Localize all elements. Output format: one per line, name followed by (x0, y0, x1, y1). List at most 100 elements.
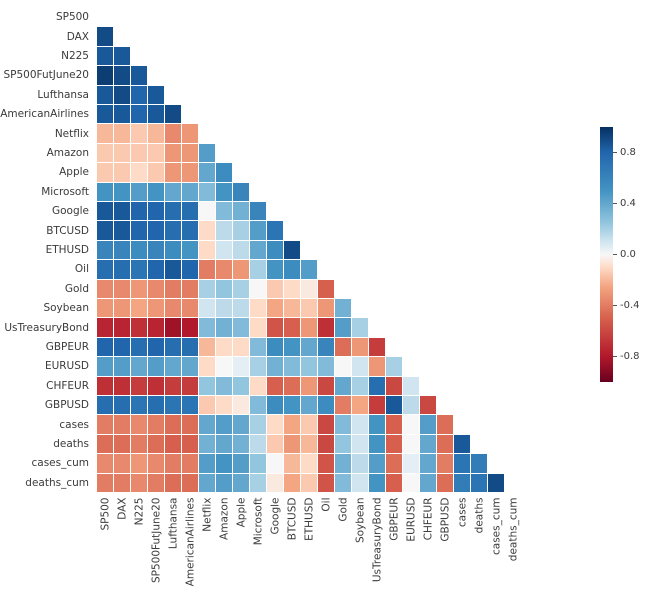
colorbar-gradient (600, 127, 613, 382)
heatmap-cell (114, 279, 130, 298)
heatmap-cell (301, 337, 317, 357)
y-tick-label: Oil (74, 263, 89, 276)
colorbar-tick-mark (613, 203, 617, 204)
heatmap-cell (318, 299, 334, 318)
heatmap-cell (114, 105, 130, 124)
heatmap-cell (267, 415, 283, 434)
heatmap-cell (182, 357, 198, 376)
heatmap-cell (148, 143, 164, 163)
heatmap-cell (165, 202, 181, 221)
heatmap-cell (335, 396, 351, 415)
heatmap-cell (284, 357, 300, 376)
x-tick-label: GBPUSD (439, 497, 451, 542)
heatmap-cell (199, 260, 215, 279)
y-tick-label: GBPUSD (44, 399, 89, 412)
heatmap-cell (335, 337, 351, 357)
heatmap-cell (284, 337, 300, 357)
heatmap-cell (301, 434, 317, 454)
heatmap-cell (182, 415, 198, 434)
heatmap-cell (267, 337, 283, 357)
heatmap-cell (233, 415, 249, 434)
heatmap-cell (199, 182, 215, 201)
y-tick-label: Netflix (54, 127, 89, 140)
heatmap-cell (250, 454, 266, 473)
heatmap-cell (114, 337, 130, 357)
heatmap-cell (301, 318, 317, 337)
heatmap-cell (182, 318, 198, 337)
heatmap-cell (182, 434, 198, 454)
heatmap-cell (131, 396, 147, 415)
heatmap-cell (182, 454, 198, 473)
heatmap-cell (148, 473, 164, 492)
heatmap-cell (199, 357, 215, 376)
heatmap-cell (335, 473, 351, 492)
heatmap-cell (182, 143, 198, 163)
heatmap-cell (250, 279, 266, 298)
heatmap-cell (284, 376, 300, 395)
heatmap-cell (199, 376, 215, 395)
heatmap-cell (182, 221, 198, 240)
heatmap-cell (369, 357, 385, 376)
x-tick-label: deaths (473, 497, 485, 533)
heatmap-cell (454, 454, 470, 473)
heatmap-cell (165, 143, 181, 163)
heatmap-cell (233, 182, 249, 201)
heatmap-cell (352, 337, 368, 357)
colorbar-tick-label: 0.8 (620, 146, 636, 158)
heatmap-cell (471, 473, 487, 492)
heatmap-cell (267, 279, 283, 298)
heatmap-cell (284, 318, 300, 337)
heatmap-cell (165, 415, 181, 434)
heatmap-cell (114, 66, 130, 85)
heatmap-cell (131, 260, 147, 279)
heatmap-cell (403, 376, 419, 395)
heatmap-cell (148, 376, 164, 395)
heatmap-cell (97, 415, 113, 434)
heatmap-cell (97, 434, 113, 454)
heatmap-cell (199, 473, 215, 492)
heatmap-cell (250, 473, 266, 492)
heatmap-cell (284, 279, 300, 298)
heatmap-cell (114, 376, 130, 395)
colorbar-tick-label: -0.4 (620, 299, 640, 311)
y-tick-label: Microsoft (41, 185, 89, 198)
heatmap-cell (131, 66, 147, 85)
heatmap-cell (165, 105, 181, 124)
heatmap-cell (437, 415, 453, 434)
heatmap-cell (335, 299, 351, 318)
heatmap-cell (301, 415, 317, 434)
heatmap-cell (335, 454, 351, 473)
x-tick-label: CHFEUR (422, 497, 434, 540)
heatmap-cell (165, 396, 181, 415)
heatmap-cell (165, 240, 181, 260)
heatmap-cell (216, 454, 232, 473)
heatmap-cell (369, 376, 385, 395)
heatmap-cell (250, 434, 266, 454)
heatmap-cell (250, 376, 266, 395)
heatmap-cell (233, 396, 249, 415)
heatmap-cell (165, 182, 181, 201)
heatmap-cell (216, 396, 232, 415)
heatmap-cell (420, 396, 436, 415)
heatmap-cell (148, 260, 164, 279)
heatmap-cell (148, 299, 164, 318)
heatmap-cell (114, 454, 130, 473)
heatmap-cell (182, 124, 198, 143)
heatmap-cell (165, 260, 181, 279)
heatmap-cell (267, 299, 283, 318)
heatmap-cell (131, 318, 147, 337)
heatmap-cell (369, 473, 385, 492)
heatmap-cell (301, 473, 317, 492)
heatmap-cell (216, 318, 232, 337)
heatmap-cell (233, 434, 249, 454)
heatmap-cell (386, 376, 402, 395)
heatmap-cell (114, 85, 130, 104)
heatmap-cell (403, 454, 419, 473)
heatmap-cell (352, 357, 368, 376)
heatmap-cell (148, 182, 164, 201)
heatmap-cell (216, 434, 232, 454)
heatmap-cell (148, 434, 164, 454)
colorbar-tick-label: -0.8 (620, 350, 640, 362)
heatmap-cell (131, 454, 147, 473)
